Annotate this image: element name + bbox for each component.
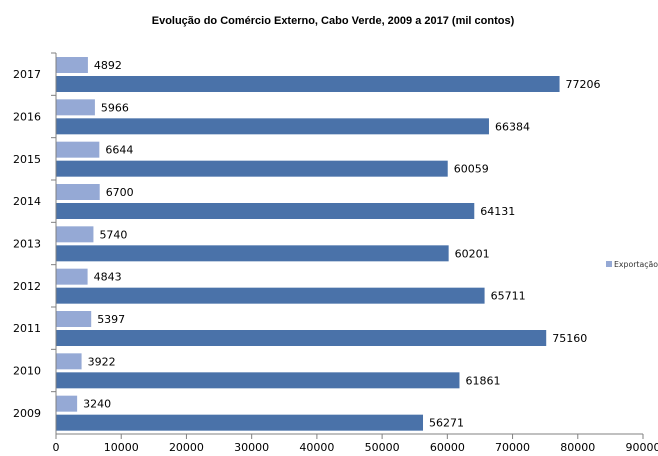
data-label-import-2012: 65711 <box>491 290 526 303</box>
data-label-export-2012: 4843 <box>94 271 122 284</box>
data-label-import-2011: 75160 <box>552 332 587 345</box>
import-bar-2010 <box>56 372 460 389</box>
x-tick-label-60000: 60000 <box>430 441 465 454</box>
export-bar-2011 <box>56 311 92 327</box>
x-tick-label-50000: 50000 <box>365 441 400 454</box>
import-bar-2014 <box>56 203 475 219</box>
data-label-export-2009: 3240 <box>83 398 111 411</box>
x-tick-label-90000: 90000 <box>626 441 658 454</box>
export-bar-2016 <box>56 99 95 116</box>
data-label-export-2017: 4892 <box>94 59 122 72</box>
y-tick-label-2010: 2010 <box>13 365 41 378</box>
axes-group: 2009 2010 2011 2012 2013 2014 2015 2016 2017 0 100… <box>13 52 658 454</box>
data-label-import-2010: 61861 <box>465 374 500 387</box>
data-label-export-2015: 6644 <box>105 144 133 157</box>
data-label-import-2009: 56271 <box>429 417 464 430</box>
x-tick-label-40000: 40000 <box>299 441 334 454</box>
import-bar-2011 <box>56 330 547 346</box>
export-bar-2009 <box>56 395 78 412</box>
legend-swatch-exportacao <box>606 261 612 267</box>
y-tick-label-2015: 2015 <box>13 153 41 166</box>
data-label-export-2014: 6700 <box>106 186 134 199</box>
data-labels-group: 3240 56271 3922 61861 5397 75160 4843 65711 5740… <box>83 59 600 430</box>
y-tick-label-2012: 2012 <box>13 280 41 293</box>
data-label-import-2013: 60201 <box>455 247 490 260</box>
import-bar-2013 <box>56 245 449 262</box>
export-bar-2015 <box>56 141 100 158</box>
chart-title: Evolução do Comércio Externo, Cabo Verde… <box>152 15 515 27</box>
export-bar-2012 <box>56 268 88 285</box>
import-bar-2016 <box>56 118 489 135</box>
import-bar-2015 <box>56 160 448 177</box>
data-label-import-2015: 60059 <box>454 163 489 176</box>
data-label-import-2017: 77206 <box>566 78 601 91</box>
bars-group <box>56 57 560 431</box>
legend: Exportação <box>606 260 658 269</box>
x-tick-label-30000: 30000 <box>234 441 269 454</box>
x-tick-label-80000: 80000 <box>560 441 595 454</box>
y-tick-label-2017: 2017 <box>13 68 41 81</box>
x-tick-label-70000: 70000 <box>495 441 530 454</box>
import-bar-2017 <box>56 76 560 92</box>
y-tick-label-2009: 2009 <box>13 407 41 420</box>
x-tick-label-20000: 20000 <box>169 441 204 454</box>
legend-label-exportacao: Exportação <box>614 260 658 269</box>
export-bar-2014 <box>56 184 100 200</box>
data-label-export-2010: 3922 <box>88 355 116 368</box>
data-label-export-2013: 5740 <box>99 228 127 241</box>
export-bar-2013 <box>56 226 94 243</box>
x-tick-label-10000: 10000 <box>104 441 139 454</box>
y-tick-label-2013: 2013 <box>13 238 41 251</box>
export-bar-2010 <box>56 353 82 370</box>
export-bar-2017 <box>56 57 88 73</box>
y-tick-label-2014: 2014 <box>13 195 41 208</box>
x-tick-label-0: 0 <box>53 441 60 454</box>
y-tick-label-2016: 2016 <box>13 111 41 124</box>
import-bar-2009 <box>56 414 424 431</box>
data-label-export-2016: 5966 <box>101 101 129 114</box>
y-tick-label-2011: 2011 <box>13 322 41 335</box>
data-label-import-2016: 66384 <box>495 120 530 133</box>
data-label-import-2014: 64131 <box>480 205 515 218</box>
data-label-export-2011: 5397 <box>97 313 125 326</box>
import-bar-2012 <box>56 287 485 304</box>
